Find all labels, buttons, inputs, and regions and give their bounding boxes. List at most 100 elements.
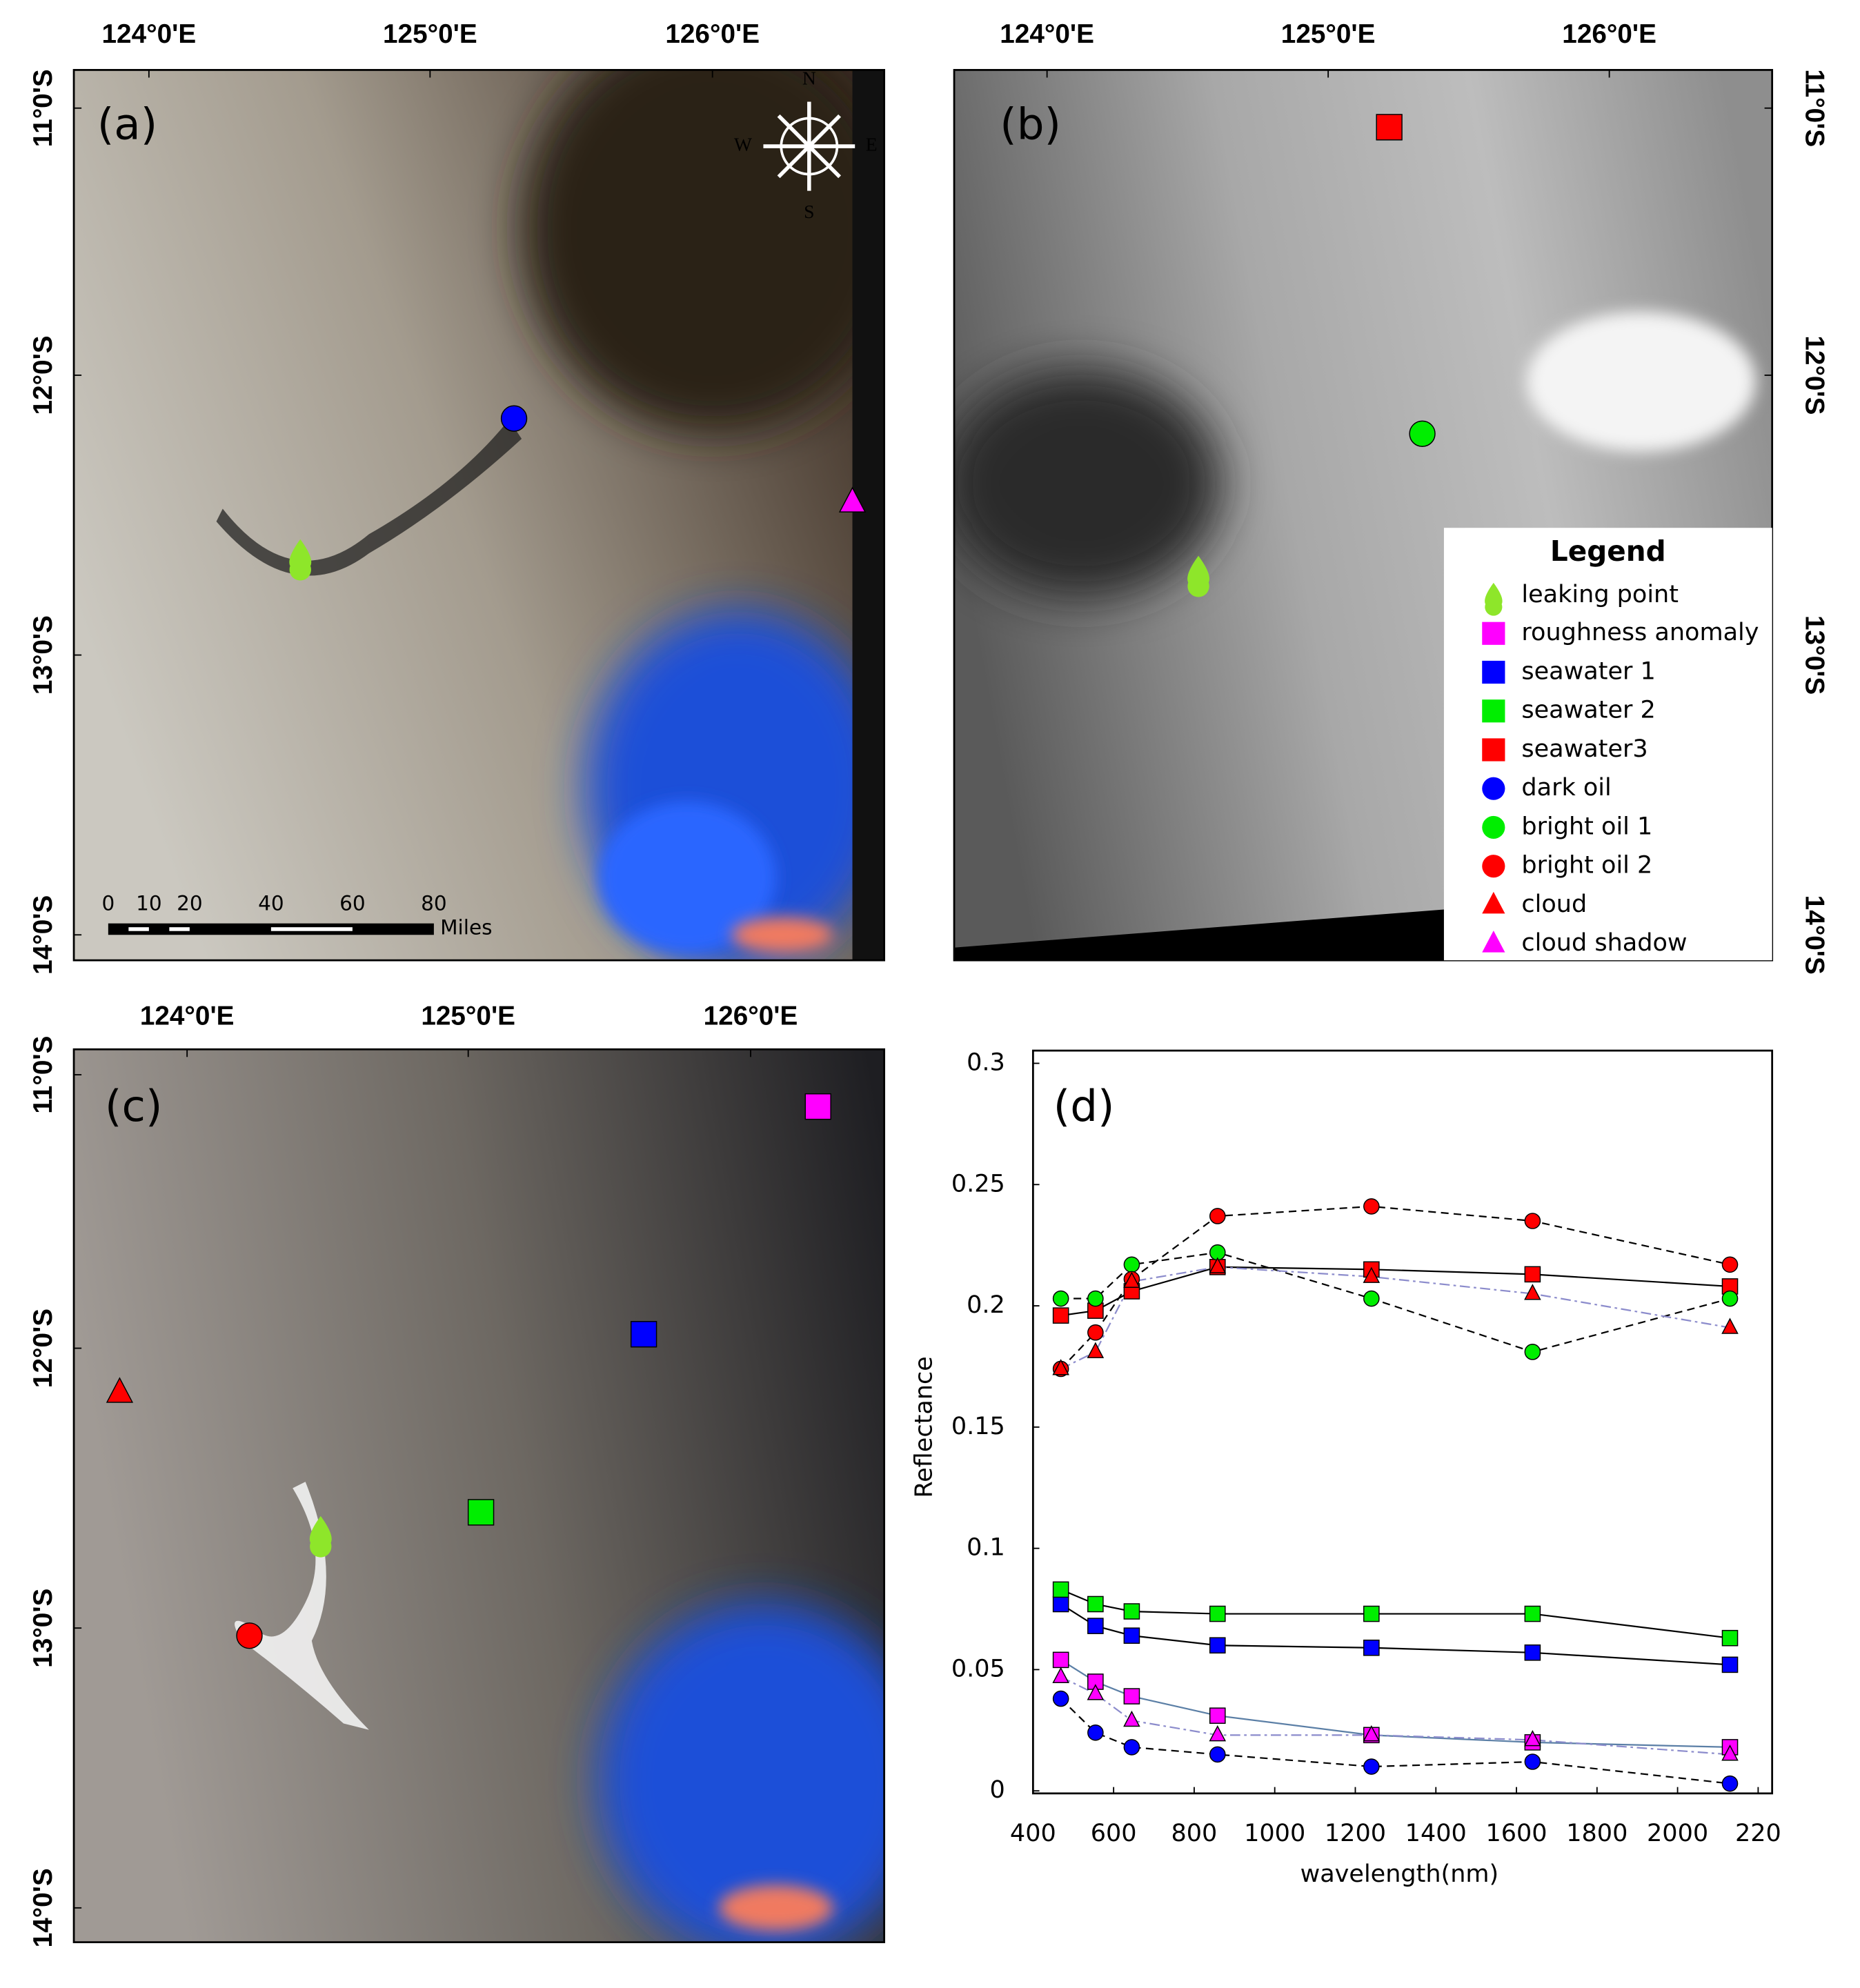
data-point xyxy=(1721,1318,1739,1334)
lat-label: 11°0'S xyxy=(28,1036,58,1114)
data-point xyxy=(1123,1739,1140,1756)
data-point xyxy=(1524,1284,1541,1300)
lat-label: 12°0'S xyxy=(28,1309,58,1388)
data-point xyxy=(1524,1605,1541,1622)
data-point xyxy=(1721,1256,1739,1273)
legend-label: cloud shadow xyxy=(1521,928,1687,957)
legend-symbol xyxy=(1482,738,1505,762)
data-point xyxy=(1087,1724,1104,1741)
lat-label: 14°0'S xyxy=(28,1868,58,1947)
data-point xyxy=(1052,1651,1069,1669)
map-symbol xyxy=(1376,114,1403,141)
legend-label: cloud xyxy=(1521,890,1587,918)
scale-label: 20 xyxy=(177,892,203,915)
data-point xyxy=(1209,1605,1226,1622)
compass-letter: S xyxy=(804,201,814,222)
legend-symbol xyxy=(1482,777,1505,800)
data-point xyxy=(1087,1324,1104,1341)
compass-letter: E xyxy=(866,133,878,155)
y-tick-label: 0.2 xyxy=(967,1291,1005,1319)
data-point xyxy=(1721,1290,1739,1307)
lat-label: 12°0'S xyxy=(1799,335,1829,415)
x-tick-label: 1000 xyxy=(1244,1819,1305,1847)
x-tick-label: 1200 xyxy=(1325,1819,1386,1847)
map-symbol xyxy=(804,1093,831,1120)
scale-label: 10 xyxy=(136,892,162,915)
x-tick-label: 1400 xyxy=(1405,1819,1467,1847)
lon-label: 124°0'E xyxy=(102,19,197,49)
data-point xyxy=(1087,1342,1105,1358)
dark-region xyxy=(954,368,1222,598)
data-point xyxy=(1052,1667,1069,1684)
legend-symbol xyxy=(1482,699,1505,723)
scale-label: 0 xyxy=(101,892,115,915)
panel-label: (c) xyxy=(105,1081,162,1131)
legend-title: Legend xyxy=(1550,535,1666,568)
data-point xyxy=(1363,1605,1380,1622)
data-point xyxy=(1363,1290,1380,1307)
scale-bar-segment xyxy=(270,927,353,931)
scale-label: 60 xyxy=(339,892,366,915)
data-point xyxy=(1123,1603,1140,1620)
data-point xyxy=(1052,1359,1069,1375)
x-tick-label: 600 xyxy=(1091,1819,1137,1847)
blue-region xyxy=(597,801,776,954)
data-point xyxy=(1209,1707,1226,1724)
data-point xyxy=(1052,1290,1069,1307)
panel-label: (b) xyxy=(1000,99,1061,149)
bright-oil xyxy=(235,1482,369,1730)
panel-label: (d) xyxy=(1053,1081,1115,1131)
scale-label: 80 xyxy=(421,892,447,915)
data-point xyxy=(1363,1198,1380,1215)
legend-symbol xyxy=(1482,855,1505,878)
land xyxy=(718,1885,833,1931)
data-point xyxy=(1209,1637,1226,1654)
data-point xyxy=(1363,1639,1380,1656)
data-point xyxy=(1209,1208,1226,1224)
data-point xyxy=(1123,1710,1140,1727)
scale-bar-segment xyxy=(169,927,190,931)
compass-letter: W xyxy=(734,133,753,155)
lon-label: 124°0'E xyxy=(140,1001,235,1031)
map-symbol xyxy=(106,1377,134,1403)
frames xyxy=(72,69,1774,1944)
legend-label: seawater3 xyxy=(1521,735,1648,763)
data-point xyxy=(1721,1629,1739,1647)
data-point xyxy=(1363,1266,1381,1283)
compass: N S E W xyxy=(734,68,878,223)
x-tick-label: 400 xyxy=(1010,1819,1056,1847)
legend-symbol xyxy=(1482,891,1505,914)
blue-region xyxy=(597,1602,884,1942)
map-symbol xyxy=(1187,555,1209,597)
frame xyxy=(72,69,886,962)
data-point xyxy=(1123,1688,1140,1704)
lat-label: 12°0'S xyxy=(28,335,58,415)
land xyxy=(731,917,833,953)
compass-ring xyxy=(780,117,839,176)
map-symbol xyxy=(309,1515,332,1558)
data-point xyxy=(1524,1344,1541,1360)
map-symbol xyxy=(289,539,312,581)
legend-label: dark oil xyxy=(1521,773,1611,802)
data-point xyxy=(1524,1213,1541,1229)
y-tick-label: 0.1 xyxy=(967,1533,1005,1562)
scale-label: 40 xyxy=(258,892,284,915)
map-symbol xyxy=(1409,420,1436,447)
data-point xyxy=(1052,1581,1069,1598)
data-point xyxy=(1087,1596,1104,1613)
data-point xyxy=(1524,1644,1541,1661)
lon-label: 126°0'E xyxy=(665,19,760,49)
legend-label: roughness anomaly xyxy=(1521,618,1759,646)
data-point xyxy=(1052,1690,1069,1707)
scale-unit: Miles xyxy=(440,916,492,940)
data-point xyxy=(1721,1775,1739,1792)
y-tick-label: 0 xyxy=(990,1776,1005,1804)
map-symbol xyxy=(236,1622,263,1649)
legend-symbol xyxy=(1482,622,1505,645)
lon-label: 124°0'E xyxy=(1000,19,1094,49)
panel-label: (a) xyxy=(97,99,157,149)
map-symbol xyxy=(630,1321,657,1348)
x-tick-label: 220 xyxy=(1735,1819,1781,1847)
map-symbol xyxy=(500,405,528,432)
